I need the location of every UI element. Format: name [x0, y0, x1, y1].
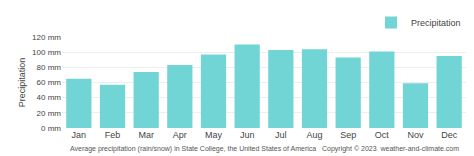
svg-text:Dec: Dec: [441, 130, 458, 140]
svg-text:20 mm: 20 mm: [37, 109, 62, 118]
svg-text:Precipitation: Precipitation: [17, 58, 27, 108]
svg-text:Apr: Apr: [173, 130, 187, 140]
svg-text:Average precipitation (rain/sn: Average precipitation (rain/snow) in Sta…: [70, 145, 459, 153]
svg-text:40 mm: 40 mm: [37, 93, 62, 102]
svg-text:80 mm: 80 mm: [37, 63, 62, 72]
svg-text:Nov: Nov: [407, 130, 424, 140]
svg-text:Aug: Aug: [306, 130, 322, 140]
svg-text:Sep: Sep: [340, 130, 356, 140]
svg-text:Oct: Oct: [375, 130, 390, 140]
svg-text:Jun: Jun: [240, 130, 255, 140]
svg-text:120 mm: 120 mm: [32, 33, 61, 42]
svg-text:100 mm: 100 mm: [32, 48, 61, 57]
svg-text:Feb: Feb: [105, 130, 121, 140]
svg-text:Mar: Mar: [138, 130, 154, 140]
svg-text:Jan: Jan: [72, 130, 87, 140]
svg-text:Jul: Jul: [275, 130, 287, 140]
svg-text:Precipitation: Precipitation: [411, 18, 461, 28]
svg-text:60 mm: 60 mm: [37, 78, 62, 87]
svg-text:0 mm: 0 mm: [41, 124, 61, 133]
svg-text:May: May: [205, 130, 223, 140]
